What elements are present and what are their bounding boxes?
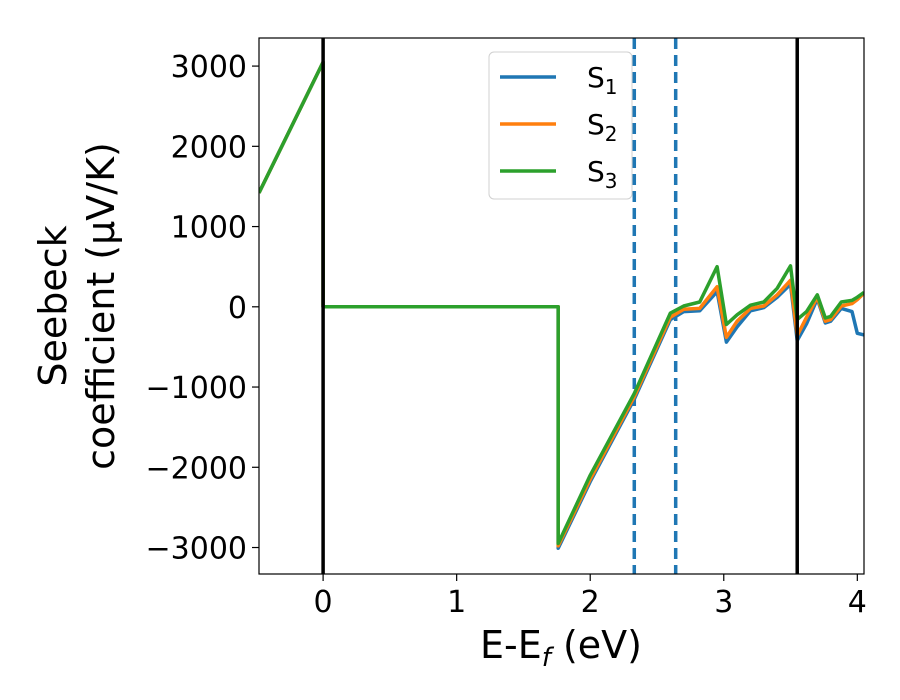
axis-ticks: 0 1 2 3 4 3000 2000 1000 0 −1000 −2000 −3000 [146,50,867,620]
series-line-s3 [259,60,864,546]
y-tick-label: 0 [228,291,247,326]
x-tick-label: 3 [714,585,733,620]
y-axis-label-line2: coefficient (μV/K) [79,142,123,470]
y-tick-label: −2000 [146,451,247,486]
x-tick-label: 2 [581,585,600,620]
y-tick-label: −3000 [146,532,247,567]
y-axis-label-line1: Seebeck [31,225,75,386]
plot-lines [259,38,864,574]
legend-label-s3: S3 [587,155,618,193]
legend-box [488,51,633,200]
y-axis-label: Seebeck coefficient (μV/K) [31,142,123,470]
x-tick-label: 4 [848,585,867,620]
plot-frame [258,37,865,575]
y-tick-label: 3000 [171,50,247,85]
legend-label-s2: S2 [587,108,618,146]
legend-label-s1: S1 [587,61,618,99]
x-tick-label: 0 [314,585,333,620]
y-tick-label: −1000 [146,371,247,406]
y-tick-label: 2000 [171,130,247,165]
y-tick-label: 1000 [171,211,247,246]
legend: S1 S2 S3 [488,51,633,200]
x-tick-label: 1 [447,585,466,620]
x-axis-label: E-Ef (eV) [480,623,642,673]
